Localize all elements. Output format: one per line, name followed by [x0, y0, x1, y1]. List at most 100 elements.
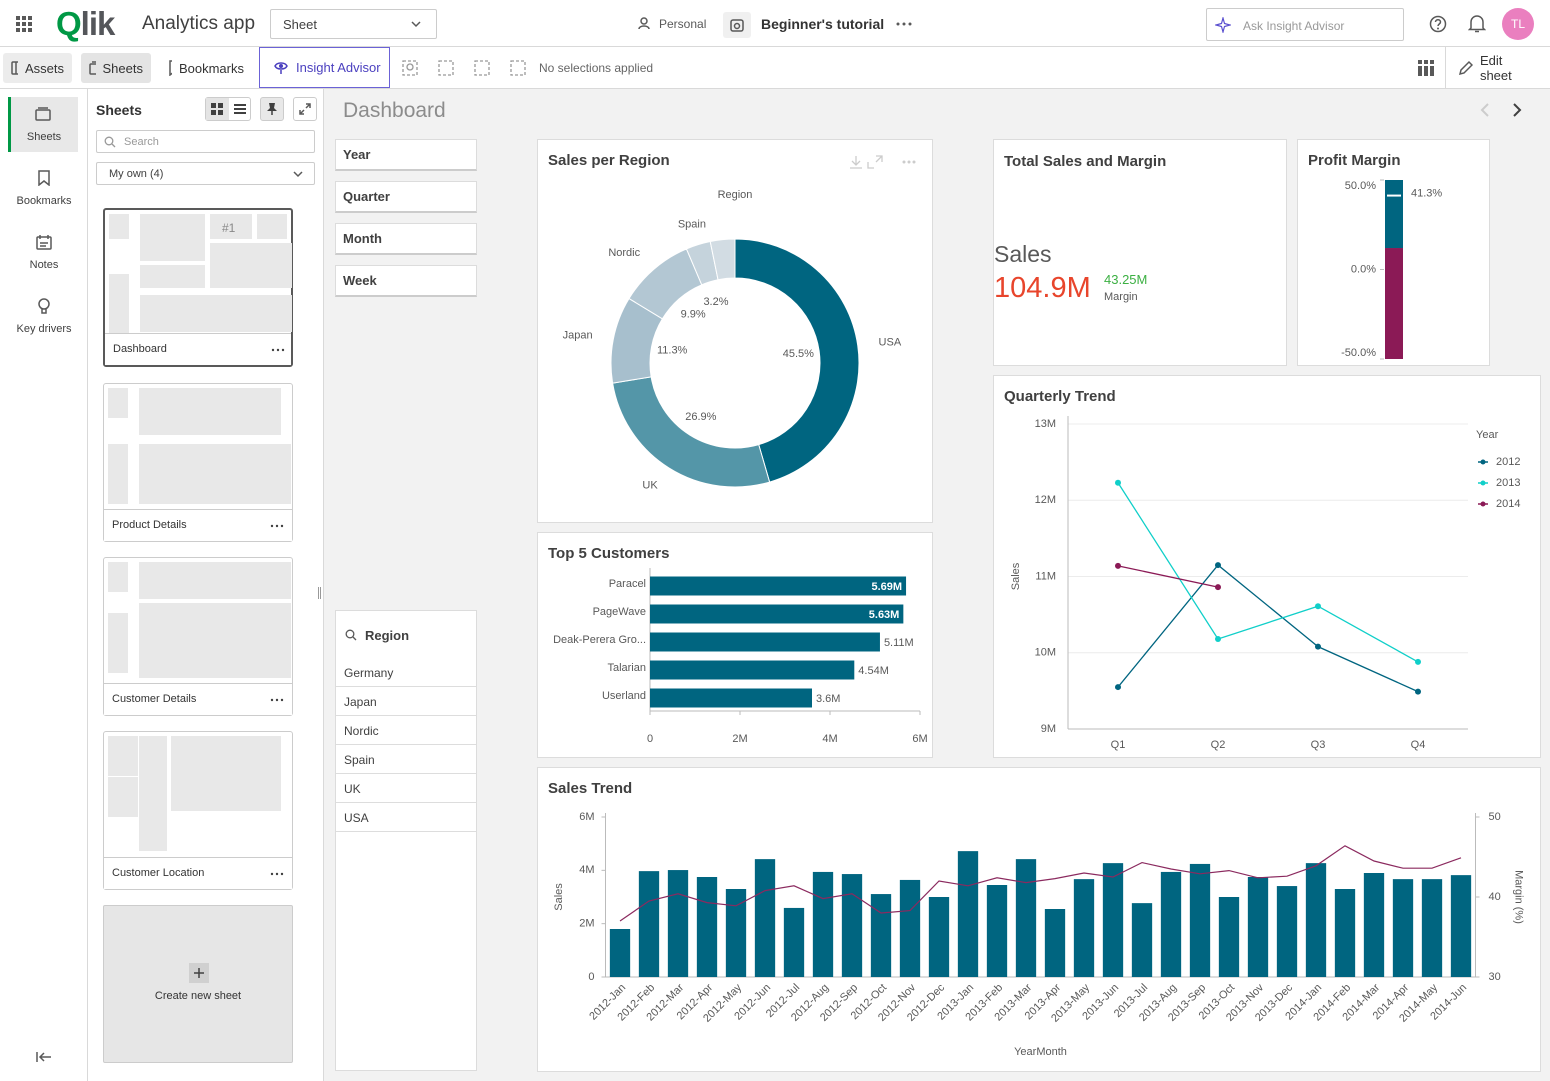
- create-label: Create new sheet: [154, 990, 242, 1002]
- layout-icon[interactable]: [1417, 59, 1435, 77]
- y-tick-label: -50.0%: [1341, 347, 1376, 359]
- card-menu[interactable]: [270, 872, 284, 876]
- logo[interactable]: Qlik: [56, 5, 115, 42]
- sheet-card[interactable]: Product Details: [103, 383, 293, 542]
- pin-button[interactable]: [260, 97, 284, 121]
- y-tick-label: 13M: [1035, 418, 1056, 430]
- slice: [709, 238, 736, 281]
- x-tick-label: 4M: [822, 733, 837, 745]
- chart-card: Sales Trend 0 2M 4M 6M 30 40 50 2012-Jan 2012-Feb…: [537, 767, 1541, 1072]
- rail-label[interactable]: Notes: [29, 259, 59, 271]
- more-icon[interactable]: [896, 22, 914, 26]
- thumbnail-object: [139, 736, 167, 851]
- collapse-icon[interactable]: [36, 1051, 52, 1063]
- bookmarks-button[interactable]: Bookmarks: [160, 53, 252, 83]
- filter-pane[interactable]: Quarter: [335, 181, 477, 213]
- list-item[interactable]: Japan: [336, 687, 476, 716]
- rail-label[interactable]: Key drivers: [16, 323, 72, 335]
- create-sheet-card[interactable]: Create new sheet: [103, 905, 293, 1063]
- card-footer: Customer Location: [104, 857, 292, 889]
- line-chart: Quarterly Trend 9M 10M 11M 12M 13M Q1 Q2 Q3 Q4 Sal…: [1004, 388, 1520, 751]
- view-toggle[interactable]: [205, 97, 251, 121]
- sheet-card[interactable]: #1 Dashboard: [103, 208, 293, 367]
- notes-icon: [36, 235, 52, 250]
- insight-advisor-button[interactable]: Insight Advisor: [259, 47, 390, 88]
- view-icons: [211, 103, 246, 115]
- card-menu[interactable]: [270, 698, 284, 702]
- data-label: 3.2%: [703, 296, 728, 308]
- series-line: [1117, 564, 1419, 693]
- rail-label[interactable]: Sheets: [26, 131, 62, 143]
- list-item[interactable]: UK: [336, 774, 476, 803]
- sheets-panel: Sheets Search My own (4) Create new shee…: [88, 89, 324, 1081]
- help-icon[interactable]: [1429, 15, 1447, 33]
- filter-pane[interactable]: Week: [335, 265, 477, 297]
- sheets-button[interactable]: Sheets: [81, 53, 151, 83]
- list-item[interactable]: Germany: [336, 658, 476, 687]
- item-label: USA: [344, 811, 369, 825]
- gauge-chart: Profit Margin 50.0% 0.0% -50.0% 41.3%: [1308, 152, 1442, 360]
- y-tick-label: 50.0%: [1345, 180, 1376, 192]
- card-menu[interactable]: [271, 348, 285, 352]
- data-point: [1215, 562, 1221, 569]
- list-item[interactable]: USA: [336, 803, 476, 832]
- edit-sheet-button[interactable]: Edit sheet: [1450, 53, 1542, 83]
- y-tick-label: 2M: [579, 918, 594, 930]
- category-label: Userland: [602, 690, 646, 702]
- rail-label[interactable]: Bookmarks: [16, 195, 72, 207]
- insight-search[interactable]: Ask Insight Advisor: [1206, 8, 1404, 41]
- sheet-nav[interactable]: [1479, 102, 1525, 118]
- legend-label: 2013: [1496, 477, 1520, 489]
- kpi-value: 104.9M: [994, 272, 1091, 304]
- rail-item-selected[interactable]: [8, 97, 78, 152]
- avatar[interactable]: TL: [1502, 8, 1534, 40]
- resize-handle[interactable]: [318, 587, 321, 599]
- x-tick-label: Q3: [1311, 739, 1326, 751]
- list-item[interactable]: Nordic: [336, 716, 476, 745]
- sheet-name[interactable]: Customer Details: [112, 693, 197, 705]
- data-label: 45.5%: [783, 348, 814, 360]
- bar: [638, 871, 660, 977]
- dropdown-text: Sheet: [283, 17, 317, 32]
- sheet-card[interactable]: Customer Location: [103, 731, 293, 890]
- search-icon: [345, 629, 357, 641]
- y-tick-label: 6M: [579, 811, 594, 823]
- filter-pane[interactable]: Month: [335, 223, 477, 255]
- filter-pane[interactable]: Year: [335, 139, 477, 171]
- app-title[interactable]: Beginner's tutorial: [761, 16, 885, 32]
- card-menu[interactable]: [270, 524, 284, 528]
- app-menu-icon[interactable]: [16, 16, 32, 32]
- sheet-name[interactable]: Product Details: [112, 519, 187, 531]
- chart-actions: [850, 155, 916, 169]
- kpi-secondary-value: 43.25M: [1104, 272, 1148, 287]
- assets-button[interactable]: Assets: [3, 53, 72, 83]
- sheet-filter[interactable]: My own (4): [96, 162, 315, 185]
- data-label: 11.3%: [657, 345, 688, 357]
- plus-icon: [189, 963, 209, 983]
- item-label: Nordic: [344, 724, 379, 738]
- slice: [734, 238, 860, 483]
- bar: [1247, 877, 1269, 977]
- bar: [1363, 873, 1385, 977]
- list-item[interactable]: Spain: [336, 745, 476, 774]
- thumbnail-object: [210, 214, 252, 239]
- left-rail: Sheets Bookmarks Notes Key drivers: [0, 89, 88, 1081]
- app-glyph: [730, 19, 744, 32]
- sheet-card[interactable]: Customer Details: [103, 557, 293, 716]
- sheet-dropdown[interactable]: Sheet: [270, 9, 437, 39]
- kpi-secondary-label: Margin: [1104, 291, 1138, 303]
- thumbnail-object: [140, 214, 205, 261]
- data-point: [1315, 603, 1321, 610]
- y-axis-label: Sales: [553, 883, 565, 911]
- sheet-name[interactable]: Customer Location: [112, 867, 205, 879]
- thumbnail-object: [140, 265, 205, 288]
- bar: [650, 576, 907, 596]
- sheet-name[interactable]: Dashboard: [113, 343, 167, 355]
- sheets-icon: [35, 107, 51, 121]
- expand-button[interactable]: [293, 97, 317, 121]
- chart-card: Sales per Region Region 45.5% USA 26.9% UK 11.…: [537, 139, 933, 523]
- legend-label: 2014: [1496, 498, 1520, 510]
- notification-icon[interactable]: [1468, 14, 1486, 34]
- sheet-search[interactable]: Search: [96, 130, 315, 153]
- key-drivers-icon: [38, 298, 50, 314]
